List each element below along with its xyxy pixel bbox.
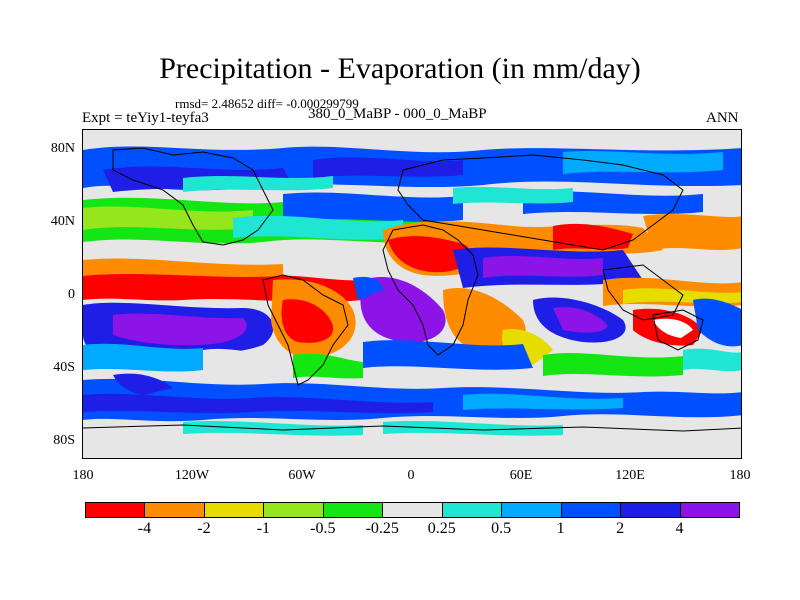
precip-band bbox=[313, 157, 463, 178]
precip-band bbox=[693, 298, 741, 347]
precip-band bbox=[643, 214, 741, 250]
precip-band bbox=[281, 299, 334, 343]
colorbar-label: 0.5 bbox=[491, 520, 512, 537]
coastline-antarctica bbox=[83, 424, 741, 432]
precip-band bbox=[183, 176, 333, 192]
coastline-eurasia bbox=[397, 154, 684, 251]
precip-band bbox=[360, 276, 446, 343]
precip-band bbox=[553, 223, 633, 250]
precip-band bbox=[453, 186, 573, 204]
colorbar-label: 2 bbox=[616, 520, 625, 537]
x-tick-label: 120E bbox=[615, 468, 645, 483]
colorbar-label: -4 bbox=[137, 520, 152, 537]
precip-band bbox=[183, 421, 363, 436]
period-label: 380_0_MaBP - 000_0_MaBP bbox=[308, 106, 487, 122]
precip-band bbox=[83, 206, 253, 230]
experiment-label: Expt = teYiy1-teyfa3 bbox=[82, 110, 209, 126]
colorbar-swatch bbox=[442, 503, 503, 517]
colorbar-label: -0.5 bbox=[310, 520, 336, 537]
coastlines bbox=[83, 147, 741, 432]
coastline-north-america bbox=[112, 147, 274, 246]
precip-band bbox=[653, 318, 693, 338]
colorbar-swatch bbox=[323, 503, 384, 517]
map-plot-area bbox=[82, 129, 742, 459]
precip-band bbox=[463, 393, 623, 410]
colorbar-swatch bbox=[264, 503, 324, 517]
precip-band bbox=[388, 236, 472, 273]
colorbar-swatch bbox=[145, 503, 205, 517]
colorbar-swatch bbox=[383, 503, 443, 517]
precip-band bbox=[83, 393, 433, 414]
precip-band bbox=[553, 307, 608, 333]
precip-band bbox=[483, 256, 603, 278]
colorbar-label: 1 bbox=[556, 520, 565, 537]
y-tick-label: 80S bbox=[53, 433, 75, 448]
precip-band bbox=[383, 421, 563, 436]
x-tick-label: 120W bbox=[174, 468, 210, 483]
plot-title: Precipitation - Evaporation (in mm/day) bbox=[159, 52, 641, 85]
x-tick-label: 60W bbox=[288, 468, 316, 483]
y-tick-label: 40N bbox=[50, 214, 75, 229]
x-tick-label: 60E bbox=[509, 468, 533, 483]
coastline-australia bbox=[652, 309, 704, 351]
colorbar-swatch bbox=[86, 503, 146, 517]
colorbar bbox=[85, 502, 740, 518]
precip-band bbox=[543, 352, 683, 377]
coastline-africa bbox=[382, 224, 479, 356]
coastline-maritime bbox=[602, 264, 684, 321]
precip-band bbox=[563, 151, 723, 174]
precip-band bbox=[353, 276, 383, 300]
x-tick-label: 180 bbox=[729, 468, 751, 483]
colorbar-label: -2 bbox=[197, 520, 211, 537]
x-tick-label: 0 bbox=[407, 468, 415, 483]
precip-band bbox=[113, 373, 173, 395]
precip-band bbox=[83, 258, 283, 277]
coastline-south-america bbox=[262, 274, 349, 386]
y-tick-label: 80N bbox=[50, 141, 75, 156]
colorbar-label: -0.25 bbox=[365, 520, 399, 537]
season-label: ANN bbox=[706, 110, 739, 126]
colorbar-swatch bbox=[561, 503, 622, 517]
colorbar-swatch bbox=[502, 503, 562, 517]
precip-band bbox=[363, 340, 533, 370]
stats-label: rmsd= 2.48652 diff= -0.000299799 bbox=[175, 96, 359, 111]
precip-band bbox=[293, 353, 363, 379]
colorbar-swatch bbox=[204, 503, 265, 517]
y-tick-label: 40S bbox=[53, 360, 75, 375]
map-field bbox=[83, 130, 741, 458]
colorbar-swatch bbox=[621, 503, 681, 517]
precip-band bbox=[203, 348, 293, 376]
colorbar-label: 4 bbox=[675, 520, 684, 537]
precip-band bbox=[113, 313, 247, 346]
colorbar-swatch bbox=[680, 503, 739, 517]
precip-band bbox=[683, 348, 741, 372]
precip-band bbox=[233, 215, 403, 240]
y-tick-label: 0 bbox=[68, 287, 75, 302]
precip-band bbox=[83, 343, 203, 372]
colorbar-label: -1 bbox=[256, 520, 271, 537]
x-tick-label: 180 bbox=[72, 468, 94, 483]
colorbar-label: 0.25 bbox=[427, 520, 456, 537]
